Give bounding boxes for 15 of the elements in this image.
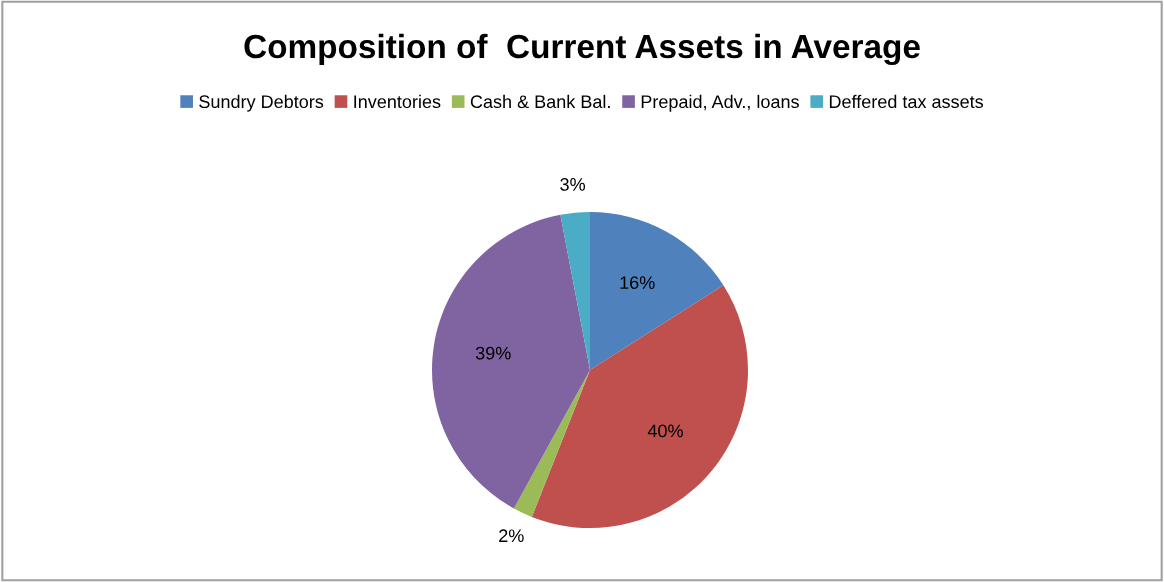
data-label: 40% bbox=[647, 424, 683, 438]
pie-slice bbox=[590, 212, 724, 370]
legend-label: Prepaid, Adv., loans bbox=[641, 94, 799, 112]
legend-label: Cash & Bank Bal. bbox=[470, 94, 610, 109]
data-label: 3% bbox=[560, 178, 586, 191]
legend-label: Sundry Debtors bbox=[199, 94, 324, 112]
pie-slice bbox=[513, 370, 590, 517]
pie-slice bbox=[560, 212, 590, 370]
data-label: 16% bbox=[620, 276, 655, 289]
legend-label: Deffered tax assets bbox=[829, 94, 984, 109]
legend-label: Inventories bbox=[354, 94, 441, 109]
data-label: 2% bbox=[499, 529, 524, 543]
data-label: 39% bbox=[475, 346, 511, 360]
chart-title: Composition of Current Assets in Average bbox=[244, 33, 920, 66]
pie-slice bbox=[432, 214, 590, 509]
